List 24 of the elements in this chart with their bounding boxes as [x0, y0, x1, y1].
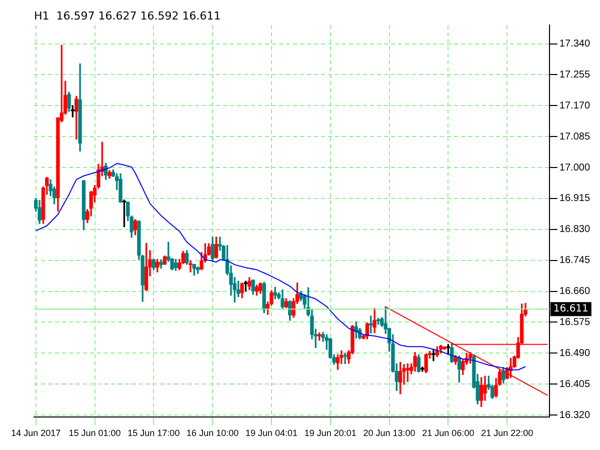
y-tick-label: 16.660	[559, 286, 590, 298]
x-tick-label: 21 Jun 06:00	[422, 428, 474, 438]
x-tick-label: 19 Jun 20:01	[304, 428, 356, 438]
y-tick-label: 16.915	[559, 193, 590, 204]
y-tick-label: 16.575	[559, 316, 590, 328]
y-tick-label: 16.320	[559, 410, 590, 421]
x-tick-label: 15 Jun 01:00	[68, 428, 121, 438]
x-tick-label: 20 Jun 13:00	[363, 428, 416, 438]
x-tick-label: 14 Jun 2017	[11, 428, 61, 438]
y-tick-label: 17.340	[559, 38, 590, 50]
y-tick-label: 17.000	[559, 162, 590, 174]
y-tick-label: 16.830	[559, 224, 590, 236]
y-tick-label: 16.490	[559, 348, 590, 359]
y-tick-label: 16.405	[559, 378, 590, 390]
ref-line-label: 16.611	[553, 304, 588, 315]
x-tick-label: 19 Jun 04:01	[245, 428, 298, 438]
y-tick-label: 16.745	[559, 255, 590, 266]
x-tick-label: 15 Jun 17:00	[128, 428, 180, 438]
y-tick-label: 17.085	[559, 131, 590, 142]
y-tick-label: 17.170	[559, 100, 590, 112]
x-tick-label: 21 Jun 22:00	[481, 428, 534, 438]
chart-title: H1 16.597 16.627 16.592 16.611	[34, 9, 221, 22]
y-tick-label: 17.255	[559, 69, 590, 80]
x-tick-label: 16 Jun 10:00	[186, 428, 239, 438]
